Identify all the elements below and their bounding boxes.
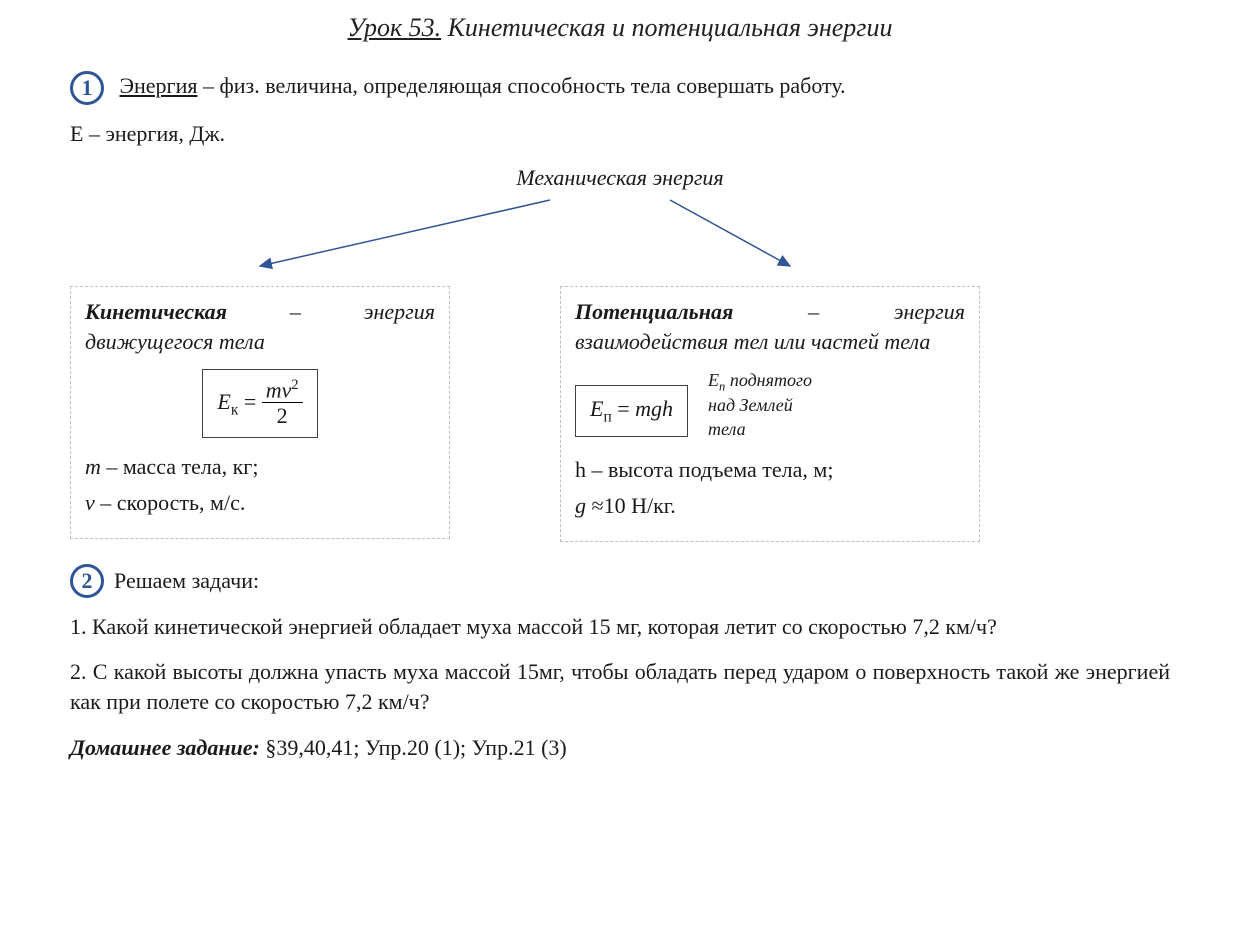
ek-den: 2	[262, 403, 303, 429]
pn-line3: тела	[708, 419, 746, 439]
lesson-label: Урок 53.	[348, 13, 442, 42]
pn-line2: над Землей	[708, 395, 793, 415]
kinetic-column: Кинетическая – энергия движущегося тела …	[70, 286, 450, 539]
potential-vars: h – высота подъема тела, м; g ≈10 Н/кг.	[575, 455, 965, 520]
homework: Домашнее задание: §39,40,41; Упр.20 (1);…	[70, 733, 1170, 763]
marker-1: 1	[70, 71, 104, 105]
ep-eq: =	[612, 396, 635, 421]
arrow-left	[260, 200, 550, 266]
potential-formula-row: Eп = mgh Eп поднятого над Землей тела	[575, 369, 965, 442]
intro-row: 1 Энергия – физ. величина, определяющая …	[70, 71, 1170, 105]
arrow-right	[670, 200, 790, 266]
ek-fraction: mv2 2	[262, 378, 303, 430]
mechanical-energy-label: Механическая энергия	[70, 163, 1170, 193]
homework-content: §39,40,41; Упр.20 (1); Упр.21 (3)	[260, 735, 567, 760]
ep-lhs-base: E	[590, 396, 603, 421]
ek-num-m: m	[266, 377, 282, 402]
energy-definition: – физ. величина, определяющая способност…	[197, 73, 845, 98]
potential-box: Потенциальная – энергия взаимодействия т…	[560, 286, 980, 541]
tasks-section: 2 Решаем задачи: 1. Какой кинетической э…	[70, 564, 1170, 763]
tasks-header: Решаем задачи:	[114, 566, 259, 596]
task-1: 1. Какой кинетической энергией обладает …	[70, 612, 1170, 642]
homework-label: Домашнее задание:	[70, 735, 260, 760]
ek-lhs-base: E	[217, 389, 230, 414]
ek-num-v: v	[282, 377, 292, 402]
kinetic-box: Кинетическая – энергия движущегося тела …	[70, 286, 450, 539]
tasks-header-row: 2 Решаем задачи:	[70, 564, 1170, 598]
potential-column: Потенциальная – энергия взаимодействия т…	[560, 286, 980, 541]
potential-formula: Eп = mgh	[575, 385, 688, 437]
kinetic-head: Кинетическая	[85, 299, 227, 324]
kinetic-var-v: – скорость, м/с.	[95, 490, 246, 515]
ep-lhs-sub: п	[603, 408, 611, 425]
marker-2: 2	[70, 564, 104, 598]
mechanical-energy-diagram: Механическая энергия	[70, 163, 1170, 286]
diagram-arrows	[70, 192, 1170, 278]
ek-num-exp: 2	[291, 377, 298, 393]
ep-rhs: mgh	[635, 396, 673, 421]
task-2: 2. С какой высоты должна упасть муха мас…	[70, 657, 1170, 716]
lesson-title: Урок 53. Кинетическая и потенциальная эн…	[70, 10, 1170, 45]
potential-note: Eп поднятого над Землей тела	[708, 369, 812, 442]
potential-var-g: ≈10 Н/кг.	[586, 493, 676, 518]
kinetic-var-m: – масса тела, кг;	[101, 454, 259, 479]
pn-rest1: поднятого	[725, 370, 812, 390]
definitions-row: Кинетическая – энергия движущегося тела …	[70, 286, 1170, 541]
kinetic-vars: m – масса тела, кг; v – скорость, м/с.	[85, 452, 435, 517]
potential-head: Потенциальная	[575, 299, 733, 324]
term-energy: Энергия	[120, 73, 198, 98]
ek-eq: =	[238, 389, 261, 414]
lesson-heading: Кинетическая и потенциальная энергии	[448, 13, 893, 42]
kinetic-formula: Eк = mv2 2	[202, 369, 317, 439]
potential-var-h: h – высота подъема тела, м;	[575, 455, 965, 485]
energy-symbol-line: Е – энергия, Дж.	[70, 119, 1170, 149]
pn-base: E	[708, 370, 719, 390]
